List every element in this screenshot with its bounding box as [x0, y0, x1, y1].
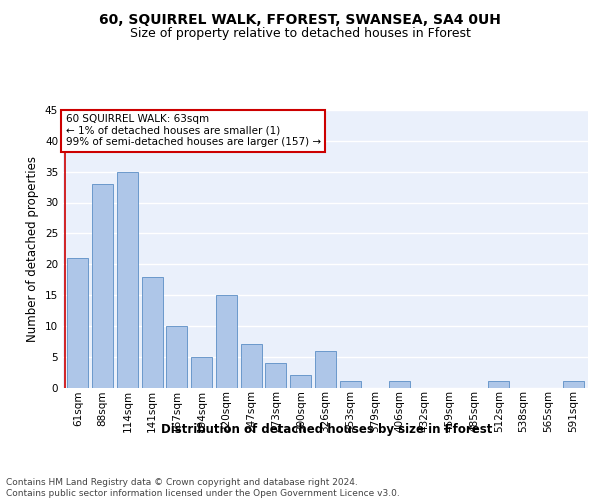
Text: 60 SQUIRREL WALK: 63sqm
← 1% of detached houses are smaller (1)
99% of semi-deta: 60 SQUIRREL WALK: 63sqm ← 1% of detached… [65, 114, 321, 148]
Bar [315, 350, 336, 388]
Bar [67, 258, 88, 388]
Bar [290, 375, 311, 388]
Text: Contains HM Land Registry data © Crown copyright and database right 2024.
Contai: Contains HM Land Registry data © Crown c… [6, 478, 400, 498]
Bar [92, 184, 113, 388]
Bar [166, 326, 187, 388]
Y-axis label: Number of detached properties: Number of detached properties [26, 156, 40, 342]
Bar [241, 344, 262, 388]
Bar [191, 356, 212, 388]
Bar [265, 363, 286, 388]
Bar [488, 382, 509, 388]
Bar [340, 382, 361, 388]
Bar [216, 295, 237, 388]
Text: Size of property relative to detached houses in Fforest: Size of property relative to detached ho… [130, 28, 470, 40]
Bar [117, 172, 138, 388]
Bar [389, 382, 410, 388]
Text: Distribution of detached houses by size in Fforest: Distribution of detached houses by size … [161, 422, 493, 436]
Text: 60, SQUIRREL WALK, FFOREST, SWANSEA, SA4 0UH: 60, SQUIRREL WALK, FFOREST, SWANSEA, SA4… [99, 12, 501, 26]
Bar [142, 276, 163, 388]
Bar [563, 382, 584, 388]
